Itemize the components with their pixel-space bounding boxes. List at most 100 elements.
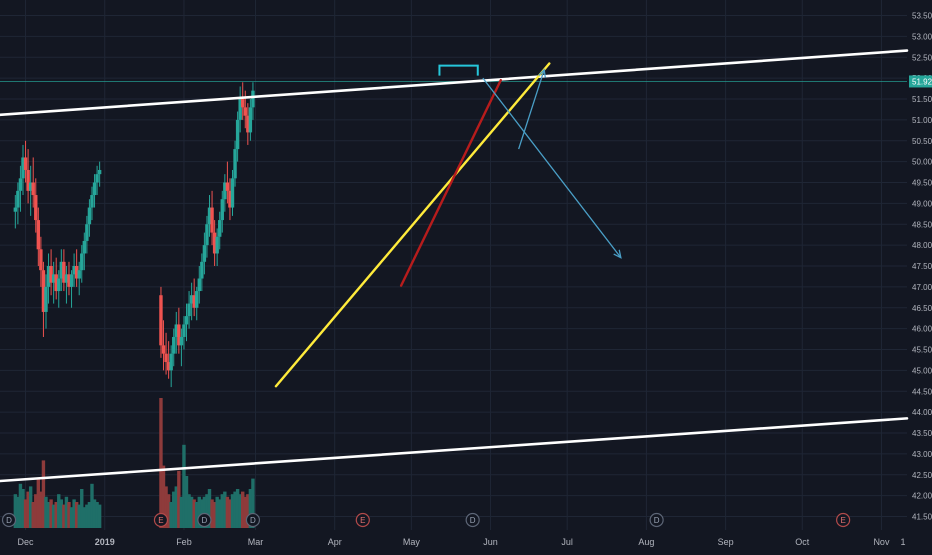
candle-body (233, 149, 237, 179)
candle-body (172, 336, 176, 354)
volume-bar (57, 494, 61, 528)
candle-body (80, 253, 84, 271)
volume-bar (36, 478, 41, 528)
volume-bar (202, 496, 207, 528)
candle-body (243, 107, 247, 116)
event-marker-circle (1, 512, 17, 528)
volume-bar (85, 504, 89, 528)
candle-body (159, 295, 163, 346)
volume-bar (251, 478, 255, 528)
candle-body (23, 157, 28, 170)
candle-body (49, 266, 53, 283)
candle-body (169, 353, 173, 371)
volume-bar (72, 499, 76, 528)
volume-bar (207, 489, 212, 528)
volume-bar (235, 489, 240, 528)
x-tick-label: Mar (248, 537, 264, 547)
volume-bar (49, 499, 53, 528)
candle-body (251, 90, 255, 108)
volume-bar (233, 491, 237, 528)
volume-bar (177, 470, 181, 528)
candle-body (46, 266, 51, 287)
candle-body (21, 157, 25, 179)
candle-body (177, 324, 181, 346)
volume-bar (187, 494, 191, 528)
lower-channel-line (0, 417, 909, 483)
volume-bar (223, 491, 227, 528)
volume-bar (95, 502, 99, 528)
volume-bar (90, 483, 94, 528)
event-marker-label: E (360, 516, 365, 525)
up-projection-arrow (518, 69, 545, 150)
candle-body (218, 220, 222, 237)
candle-body (59, 261, 64, 279)
candle-body (41, 270, 46, 312)
candle-body (67, 274, 71, 287)
y-tick-label: 46.50 (912, 304, 932, 313)
y-tick-label: 42.00 (912, 492, 932, 501)
volume-bar (69, 507, 74, 528)
candle-body (166, 362, 171, 371)
candle-body (230, 178, 235, 208)
event-marker-d: D (197, 512, 212, 528)
volume-bar (212, 502, 217, 528)
candle-body (34, 195, 38, 221)
y-tick-label: 51.50 (912, 95, 932, 104)
y-tick-label: 50.00 (912, 158, 932, 167)
drawings (0, 49, 909, 483)
volume-bar (241, 491, 245, 528)
candle-body (54, 274, 58, 292)
volume-bar (18, 483, 23, 528)
event-markers: D DE D E D D E (1, 512, 851, 528)
volume-bar (34, 494, 38, 528)
candle-body (179, 336, 184, 346)
last-price-label: 51.92 (912, 77, 932, 86)
volume-bars (13, 398, 255, 528)
volume-bar (51, 504, 56, 528)
x-tick-label: Jul (561, 537, 573, 547)
x-tick-label: May (403, 537, 421, 547)
volume-bar (184, 476, 189, 528)
x-tick-label: Jun (483, 537, 498, 547)
volume-bar (87, 502, 92, 528)
y-tick-label: 45.50 (912, 346, 932, 355)
red-support-line (399, 79, 502, 287)
y-tick-label: 49.00 (912, 199, 932, 208)
event-marker-label: D (654, 516, 660, 525)
x-tick-label: Apr (328, 537, 342, 547)
event-marker-d: D (649, 512, 664, 528)
y-tick-label: 46.00 (912, 325, 932, 334)
volume-bar (92, 499, 97, 528)
event-marker-circle (836, 512, 851, 528)
y-tick-label: 41.50 (912, 513, 932, 522)
yellow-support-line (274, 62, 551, 388)
candle-body (97, 169, 102, 175)
candle-body (241, 99, 245, 108)
volume-bar (230, 494, 235, 528)
candle-body (87, 207, 92, 225)
volume-bar (74, 502, 79, 528)
candle-body (16, 190, 20, 208)
candle-body (197, 278, 201, 292)
candle-body (77, 270, 81, 279)
volume-bar (246, 494, 250, 528)
volume-bar (174, 486, 178, 528)
y-tick-label: 47.00 (912, 283, 932, 292)
y-tick-label: 48.00 (912, 241, 932, 250)
event-marker-circle (245, 512, 261, 528)
candle-body (192, 295, 196, 308)
grid (0, 0, 907, 530)
volume-bar (64, 496, 69, 528)
volume-bar (26, 491, 30, 528)
volume-bar (80, 489, 84, 528)
volume-bar (192, 499, 196, 528)
event-marker-e: E (153, 512, 169, 528)
event-marker-circle (197, 512, 212, 528)
candle-body (62, 261, 66, 283)
down-projection-arrow-head (613, 249, 622, 259)
top-bracket (438, 64, 479, 76)
candle-body (174, 324, 178, 337)
candle-body (92, 182, 97, 196)
